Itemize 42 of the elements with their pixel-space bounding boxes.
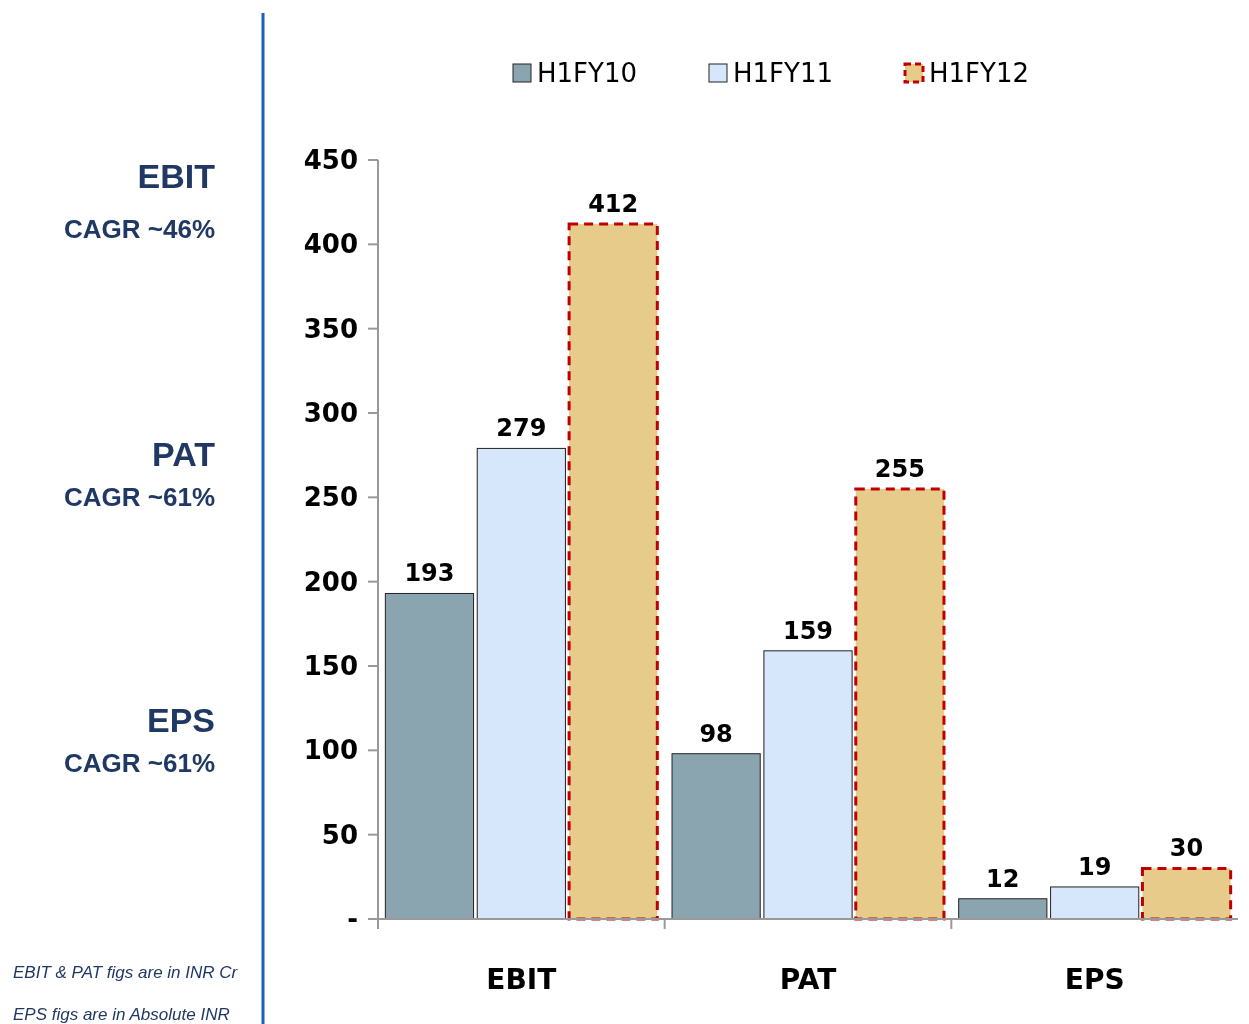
- data-label: 98: [699, 719, 733, 748]
- bar: [1140, 866, 1233, 921]
- data-label: 279: [496, 414, 547, 443]
- y-tick-label: 400: [303, 229, 358, 260]
- legend-label: H1FY11: [733, 58, 834, 88]
- data-label: 159: [782, 616, 834, 645]
- x-tick-label: PAT: [779, 963, 837, 996]
- data-label: 19: [1077, 852, 1112, 881]
- text: CAGR ~61%: [64, 482, 215, 512]
- y-tick-label: 150: [303, 651, 358, 682]
- legend-label: H1FY10: [537, 58, 638, 88]
- y-tick-label: 200: [303, 566, 358, 597]
- bar: [958, 898, 1048, 920]
- y-tick-label: 450: [303, 145, 358, 176]
- text: EBIT: [137, 157, 216, 195]
- y-tick-label: 100: [303, 735, 358, 766]
- y-tick-label: -: [347, 904, 358, 935]
- bar: [1050, 886, 1140, 920]
- bar: [384, 592, 475, 920]
- text: EPS figs are in Absolute INR: [13, 1005, 230, 1024]
- text: CAGR ~46%: [64, 214, 215, 244]
- text: EPS: [146, 701, 215, 739]
- legend-label: H1FY12: [929, 58, 1030, 88]
- text: CAGR ~61%: [64, 748, 215, 778]
- y-tick-label: 50: [321, 819, 358, 850]
- data-label: 193: [404, 559, 455, 588]
- bar: [476, 447, 566, 920]
- bar: [567, 222, 659, 921]
- y-tick-label: 250: [303, 482, 358, 513]
- bar: [854, 487, 946, 921]
- text: PAT: [152, 435, 216, 473]
- bar: [671, 753, 761, 920]
- y-tick-label: 300: [303, 398, 358, 429]
- data-label: 12: [986, 864, 1020, 893]
- y-tick-label: 350: [303, 313, 358, 344]
- x-tick-label: EBIT: [486, 963, 557, 996]
- data-label: 412: [588, 190, 639, 219]
- x-tick-label: EPS: [1064, 963, 1125, 996]
- bar: [763, 650, 853, 920]
- text: EBIT & PAT figs are in INR Cr: [13, 963, 239, 982]
- data-label: 255: [874, 454, 925, 483]
- data-label: 30: [1169, 834, 1204, 863]
